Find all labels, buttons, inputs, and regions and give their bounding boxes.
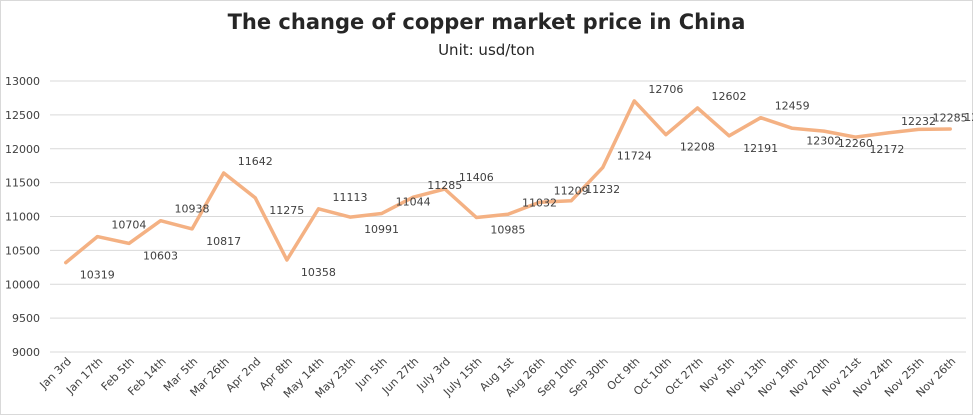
data-label: 11044 [396,196,431,209]
data-point [632,99,636,103]
data-label: 12302 [806,134,841,147]
data-label: 10938 [175,203,210,216]
data-point [411,195,415,199]
data-point [159,219,163,223]
y-tick-label: 10500 [5,244,40,257]
data-point [601,165,605,169]
data-label: 12459 [775,100,810,113]
data-point [222,171,226,175]
y-tick-label: 11500 [5,177,40,190]
data-point [443,187,447,191]
y-tick-label: 9000 [12,346,40,359]
data-label: 12208 [680,141,715,154]
data-label: 12191 [743,142,778,155]
y-axis-labels: 9000 9500 10000 10500 11000 11500 12000 12500 13… [5,75,40,359]
data-label: 11285 [427,179,462,192]
data-point [822,129,826,133]
data-label: 11275 [269,204,304,217]
y-tick-label: 11000 [5,211,40,224]
data-point [917,127,921,131]
chart-subtitle: Unit: usd/ton [438,41,535,59]
data-point [316,207,320,211]
data-point [569,199,573,203]
data-point [538,200,542,204]
data-label: 11642 [238,155,273,168]
data-point [727,134,731,138]
data-point [474,216,478,220]
data-point [948,127,952,131]
data-label: 10991 [364,223,399,236]
data-label: 10603 [143,249,178,262]
x-tick-label: Apr 2nd [223,355,263,395]
gridlines [50,80,966,353]
data-point [253,196,257,200]
data-label: 12291 [964,111,973,124]
data-label: 11209 [554,184,589,197]
data-point [348,215,352,219]
data-label: 10817 [206,235,241,248]
y-tick-label: 12000 [5,143,40,156]
y-tick-label: 13000 [5,75,40,88]
y-tick-label: 9500 [12,312,40,325]
data-point [285,258,289,262]
data-label: 12706 [648,83,683,96]
data-point [885,131,889,135]
data-label: 11232 [585,183,620,196]
data-point [95,235,99,239]
price-series [64,99,952,265]
data-label: 10704 [111,219,146,232]
data-label: 10985 [490,224,525,237]
data-label: 11724 [617,149,652,162]
data-point [190,227,194,231]
data-label: 12172 [869,143,904,156]
data-point [790,126,794,130]
data-point [380,212,384,216]
data-label: 10358 [301,266,336,279]
data-point [506,212,510,216]
series-line [64,99,952,265]
y-tick-label: 10000 [5,278,40,291]
data-label: 12232 [901,115,936,128]
chart-title: The change of copper market price in Chi… [227,10,746,34]
data-labels: 10319 10704 10603 10938 10817 11642 11275 10358… [80,83,973,282]
data-label: 11113 [332,191,367,204]
data-label: 12602 [712,90,747,103]
data-point [759,116,763,120]
data-point [64,261,68,265]
data-point [696,106,700,110]
data-label: 12285 [933,111,968,124]
data-label: 11406 [459,171,494,184]
data-label: 11032 [522,196,557,209]
y-tick-label: 12500 [5,109,40,122]
data-label: 12260 [838,137,873,150]
data-point [853,135,857,139]
data-point [664,133,668,137]
data-label: 10319 [80,269,115,282]
data-point [127,241,131,245]
